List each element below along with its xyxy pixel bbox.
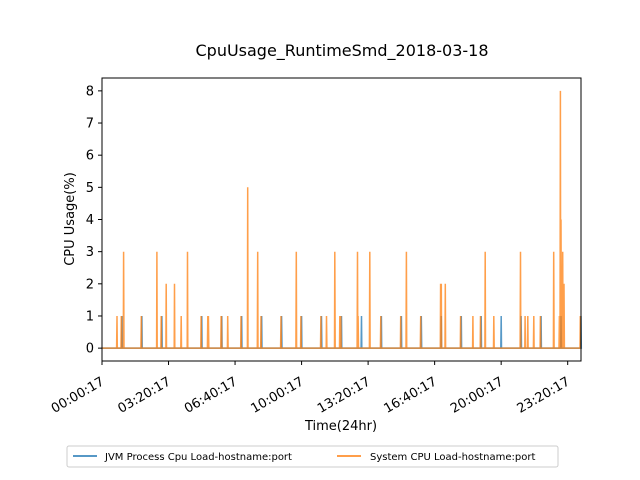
legend-label-system: System CPU Load-hostname:port: [370, 452, 535, 463]
y-tick-label: 4: [86, 213, 94, 228]
x-tick-label: 13:20:17: [315, 374, 373, 416]
y-tick-label: 7: [86, 117, 94, 132]
y-tick-label: 5: [86, 181, 94, 196]
y-axis-title: CPU Usage(%): [63, 172, 78, 266]
x-tick-label: 20:00:17: [448, 374, 506, 416]
series-line-system: [102, 90, 582, 349]
y-tick-label: 2: [86, 277, 94, 292]
x-axis-title: Time(24hr): [304, 419, 377, 434]
plot-series: [102, 90, 583, 349]
y-tick-label: 1: [86, 309, 94, 324]
legend: JVM Process Cpu Load-hostname:port Syste…: [66, 445, 559, 468]
y-tick-label: 0: [86, 342, 94, 357]
legend-frame: [66, 445, 559, 468]
x-tick-label: 03:20:17: [115, 374, 173, 416]
chart-title: CpuUsage_RuntimeSmd_2018-03-18: [195, 41, 488, 61]
legend-label-jvm: JVM Process Cpu Load-hostname:port: [104, 452, 292, 463]
x-tick-label: 00:00:17: [49, 374, 107, 416]
x-tick-label: 06:40:17: [182, 374, 240, 416]
y-tick-label: 6: [86, 149, 94, 164]
x-tick-label: 16:40:17: [382, 374, 440, 416]
axes: 0 1 2 3 4 5 6 7 8 00:00:17 03:20:17 06:40:17 10:00:1…: [49, 77, 582, 417]
y-tick-label: 8: [86, 84, 94, 99]
y-tick-label: 3: [86, 245, 94, 260]
x-tick-label: 10:00:17: [249, 374, 307, 416]
x-tick-label: 23:20:17: [515, 374, 573, 416]
